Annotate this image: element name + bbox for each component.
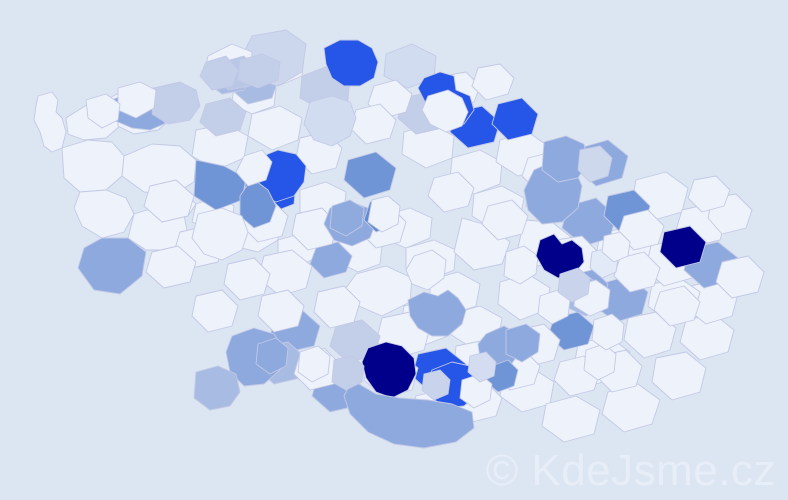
watermark-text: KdeJsme.cz [531, 445, 776, 495]
district-semily-fill[interactable] [199, 55, 239, 91]
district-eastfill-2[interactable] [613, 251, 661, 293]
district-jihlava-fill[interactable] [367, 195, 401, 233]
district-breclav[interactable] [601, 383, 661, 433]
district-strakonice-fill[interactable] [255, 337, 289, 375]
district-praha-fill[interactable] [407, 289, 467, 337]
district-westfill-4[interactable] [145, 245, 197, 289]
copyright-icon: © [485, 445, 519, 495]
district-jesenik-edge-fill[interactable] [577, 145, 613, 183]
district-klatovy-base[interactable] [77, 237, 147, 295]
district-novy-jicin-fill[interactable] [535, 233, 585, 279]
district-karvina-fill[interactable] [601, 231, 631, 263]
district-zlin-fill[interactable] [591, 313, 625, 351]
district-hranice-fill[interactable] [557, 267, 591, 303]
district-eastfill-6[interactable] [653, 285, 701, 327]
district-most-fill[interactable] [151, 81, 201, 125]
district-pisek-fill[interactable] [331, 355, 365, 391]
district-blansko-fill[interactable] [505, 323, 541, 363]
district-nachod-base[interactable] [491, 97, 539, 141]
district-trutnov-fill[interactable] [323, 39, 379, 87]
district-prachatice-fill[interactable] [193, 365, 241, 411]
district-praha-zapad-fill[interactable] [405, 249, 447, 291]
district-havlickuv-brod-fill[interactable] [329, 199, 365, 237]
district-opava-fill[interactable] [421, 89, 469, 133]
district-liberec-fill[interactable] [303, 95, 357, 147]
district-novy-jicin-base[interactable] [659, 225, 707, 269]
district-westfill-1[interactable] [143, 179, 195, 223]
district-ceske-budejovice-fill[interactable] [361, 341, 417, 399]
district-northfill-1[interactable] [427, 171, 475, 213]
district-westfill-7[interactable] [313, 285, 361, 329]
district-znojmo[interactable] [541, 395, 601, 443]
district-rakovnik-fill[interactable] [239, 177, 277, 229]
district-mlada-boleslav-base[interactable] [343, 151, 397, 199]
district-layer-highlight [85, 29, 631, 449]
district-vsetin[interactable] [715, 255, 765, 299]
district-westfill-6[interactable] [257, 289, 305, 333]
district-litomerice[interactable] [247, 105, 303, 151]
district-domazlice[interactable] [73, 189, 135, 239]
district-tabor2-fill[interactable] [467, 351, 497, 383]
district-tabor-fill[interactable] [297, 345, 331, 383]
district-cesky-krumlov-fill[interactable] [343, 379, 475, 449]
district-tachov[interactable] [61, 139, 125, 193]
district-westfill-5[interactable] [191, 289, 239, 333]
district-pisek2-fill[interactable] [421, 369, 451, 401]
district-sokolov-fill[interactable] [85, 93, 121, 129]
district-louny-fill[interactable] [235, 149, 273, 187]
district-westfill-3[interactable] [223, 257, 271, 301]
district-svitavy-fill[interactable] [503, 245, 539, 285]
district-northfill-2[interactable] [481, 199, 529, 241]
watermark: © KdeJsme.cz [485, 445, 776, 495]
district-most-base[interactable] [199, 97, 247, 137]
district-northfill-5[interactable] [471, 63, 515, 101]
district-plzen-sever-fill[interactable] [191, 207, 249, 261]
district-hodonin[interactable] [651, 351, 707, 401]
district-ceska-lipa-fill[interactable] [237, 53, 281, 89]
district-eastfill-8[interactable] [687, 175, 731, 213]
district-cheb[interactable] [33, 91, 67, 153]
